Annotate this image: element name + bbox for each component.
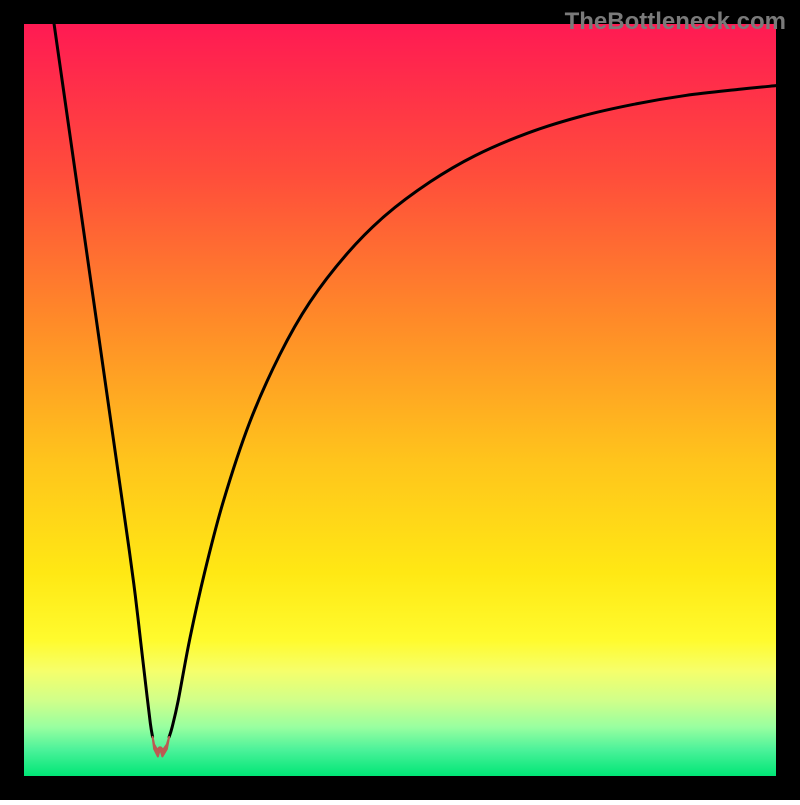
chart-container: TheBottleneck.com (0, 0, 800, 800)
attribution-link[interactable]: TheBottleneck.com (565, 8, 786, 36)
chart-background (24, 24, 776, 776)
chart-svg (0, 0, 800, 800)
